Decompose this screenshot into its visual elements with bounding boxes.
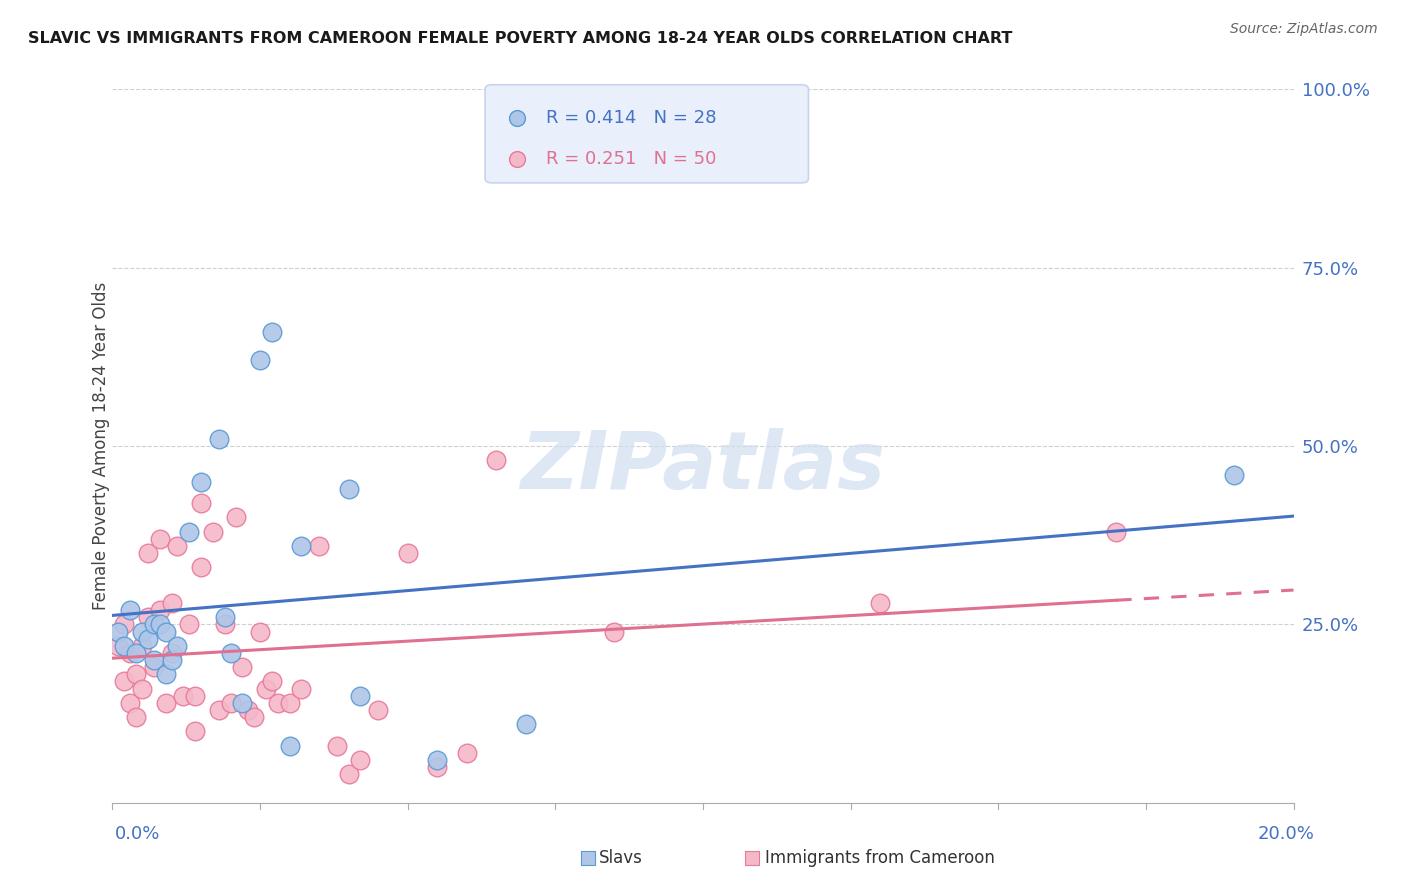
- Point: [155, 624, 177, 639]
- Point: [179, 524, 201, 539]
- Point: [208, 703, 231, 717]
- Text: 0.0%: 0.0%: [115, 825, 160, 843]
- Point: [249, 353, 271, 368]
- Point: [326, 739, 349, 753]
- Point: [125, 710, 148, 724]
- Point: [142, 617, 165, 632]
- Text: R = 0.414   N = 28: R = 0.414 N = 28: [546, 109, 716, 127]
- Point: [166, 539, 188, 553]
- Point: [201, 524, 224, 539]
- Point: [260, 674, 283, 689]
- Point: [166, 639, 188, 653]
- Point: [396, 546, 419, 560]
- Text: Immigrants from Cameroon: Immigrants from Cameroon: [765, 849, 994, 867]
- Point: [869, 596, 891, 610]
- Point: [184, 724, 207, 739]
- Point: [249, 624, 271, 639]
- Point: [456, 746, 478, 760]
- Point: [136, 546, 159, 560]
- Point: [506, 111, 529, 125]
- Point: [231, 696, 253, 710]
- Point: [136, 610, 159, 624]
- Point: [172, 689, 194, 703]
- Point: [290, 539, 312, 553]
- Point: [160, 646, 183, 660]
- Point: [349, 753, 371, 767]
- Point: [112, 674, 135, 689]
- Point: [603, 624, 626, 639]
- Point: [112, 617, 135, 632]
- Point: [160, 653, 183, 667]
- Point: [131, 681, 153, 696]
- Point: [337, 767, 360, 781]
- Point: [367, 703, 389, 717]
- Point: [214, 610, 236, 624]
- Point: [155, 667, 177, 681]
- Point: [231, 660, 253, 674]
- Point: [1105, 524, 1128, 539]
- Point: [214, 617, 236, 632]
- Point: [155, 696, 177, 710]
- Point: [149, 617, 172, 632]
- Point: [149, 532, 172, 546]
- Point: [485, 453, 508, 467]
- Point: [190, 560, 212, 574]
- Point: [243, 710, 266, 724]
- Point: [107, 624, 129, 639]
- Point: [136, 632, 159, 646]
- Point: [131, 639, 153, 653]
- Point: [225, 510, 247, 524]
- Text: 20.0%: 20.0%: [1258, 825, 1315, 843]
- Point: [179, 617, 201, 632]
- Point: [190, 496, 212, 510]
- Point: [107, 639, 129, 653]
- Point: [254, 681, 277, 696]
- Point: [120, 603, 142, 617]
- Point: [112, 639, 135, 653]
- Point: [741, 851, 763, 865]
- Text: ZIPatlas: ZIPatlas: [520, 428, 886, 507]
- Point: [260, 325, 283, 339]
- Point: [1223, 467, 1246, 482]
- Point: [190, 475, 212, 489]
- Point: [120, 646, 142, 660]
- Point: [426, 760, 449, 774]
- Point: [308, 539, 330, 553]
- Point: [349, 689, 371, 703]
- Point: [120, 696, 142, 710]
- Point: [160, 596, 183, 610]
- Point: [142, 653, 165, 667]
- Point: [290, 681, 312, 696]
- Point: [219, 696, 242, 710]
- Point: [515, 717, 537, 731]
- Text: Source: ZipAtlas.com: Source: ZipAtlas.com: [1230, 22, 1378, 37]
- Point: [208, 432, 231, 446]
- Point: [184, 689, 207, 703]
- Point: [426, 753, 449, 767]
- Point: [267, 696, 290, 710]
- Point: [131, 624, 153, 639]
- Text: Slavs: Slavs: [599, 849, 643, 867]
- Point: [278, 696, 301, 710]
- Point: [506, 152, 529, 166]
- Text: R = 0.251   N = 50: R = 0.251 N = 50: [546, 150, 716, 168]
- Text: SLAVIC VS IMMIGRANTS FROM CAMEROON FEMALE POVERTY AMONG 18-24 YEAR OLDS CORRELAT: SLAVIC VS IMMIGRANTS FROM CAMEROON FEMAL…: [28, 31, 1012, 46]
- Point: [576, 851, 599, 865]
- Point: [142, 660, 165, 674]
- Point: [125, 646, 148, 660]
- Point: [219, 646, 242, 660]
- Point: [149, 603, 172, 617]
- Point: [278, 739, 301, 753]
- Point: [238, 703, 260, 717]
- Point: [337, 482, 360, 496]
- Y-axis label: Female Poverty Among 18-24 Year Olds: Female Poverty Among 18-24 Year Olds: [93, 282, 110, 610]
- Point: [125, 667, 148, 681]
